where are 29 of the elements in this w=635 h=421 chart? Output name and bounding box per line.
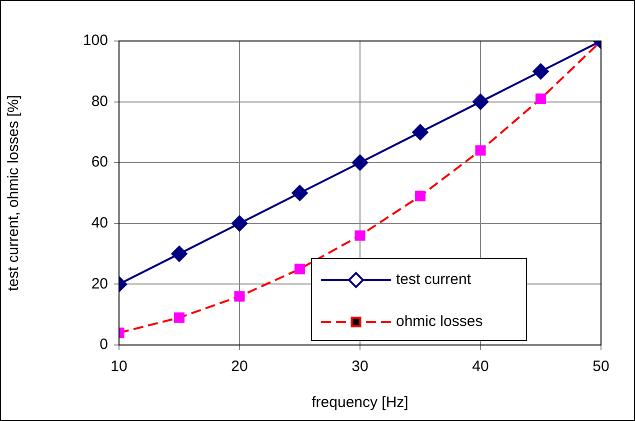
point — [292, 185, 308, 201]
point — [294, 264, 305, 274]
legend-label: test current — [396, 271, 472, 288]
point — [415, 190, 426, 202]
y-tick-label: 60 — [91, 154, 108, 171]
y-tick-label: 0 — [100, 336, 108, 354]
point — [354, 230, 366, 241]
point — [472, 94, 488, 110]
x-axis-title: frequency [Hz] — [312, 394, 408, 412]
point — [412, 124, 428, 140]
point — [536, 94, 546, 104]
x-tick-label: 50 — [592, 358, 610, 376]
point — [532, 63, 549, 80]
x-tick-label: 30 — [352, 358, 368, 376]
point — [352, 154, 368, 171]
y-tick-label: 20 — [91, 275, 108, 292]
point — [475, 145, 486, 156]
point — [234, 291, 245, 302]
y-tick-label: 80 — [91, 92, 108, 110]
y-tick-label: 40 — [91, 214, 108, 232]
point — [171, 246, 188, 262]
y-axis-title: test current, ohmic losses [%] — [5, 95, 22, 291]
point — [174, 312, 184, 323]
x-tick-label: 40 — [472, 358, 489, 376]
x-tick-label: 10 — [110, 358, 128, 376]
x-tick-label: 20 — [231, 358, 248, 376]
point — [232, 215, 248, 232]
y-tick-label: 100 — [82, 32, 108, 50]
legend-label: ohmic losses — [396, 313, 483, 330]
